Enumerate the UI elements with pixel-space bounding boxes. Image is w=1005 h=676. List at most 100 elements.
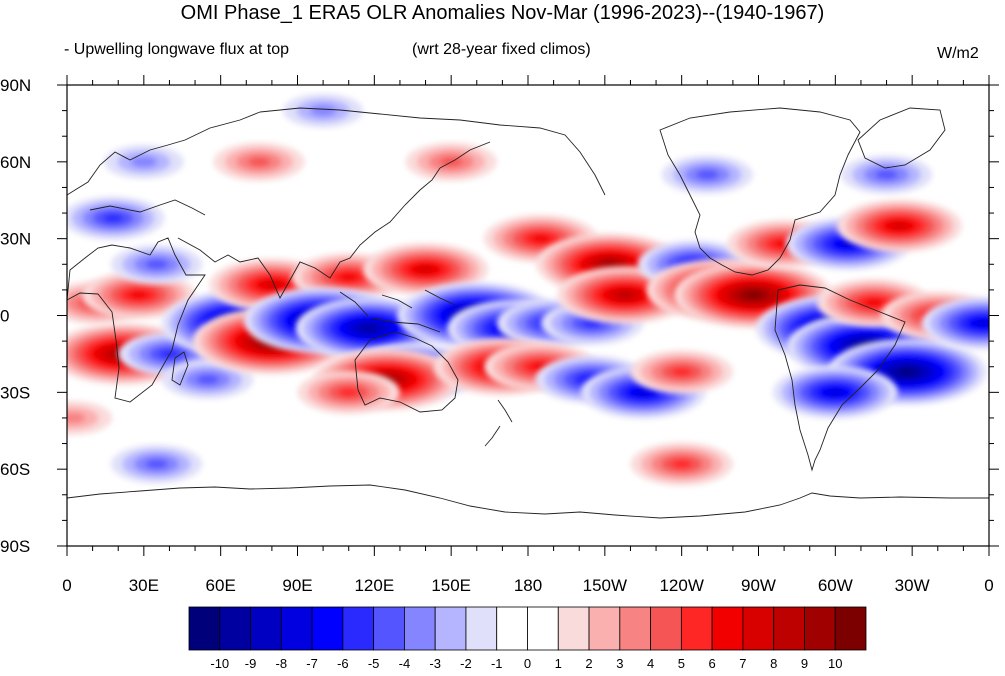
anomaly-contour-level xyxy=(531,234,551,243)
colorbar-label: 6 xyxy=(709,656,716,671)
coastline-asia-north xyxy=(259,107,606,196)
colorbar-label: -1 xyxy=(491,656,503,671)
colorbar-swatch xyxy=(250,606,282,651)
colorbar-swatch xyxy=(834,606,867,651)
colorbar-swatch xyxy=(219,606,251,651)
colorbar-swatch xyxy=(742,606,775,651)
colorbar-swatch xyxy=(588,606,621,651)
colorbar-swatch xyxy=(280,606,313,651)
anomaly-feature xyxy=(630,350,733,394)
coastline-australia xyxy=(354,331,459,413)
anomaly-feature xyxy=(111,244,203,284)
climatology-note: (wrt 28-year fixed climos) xyxy=(412,41,591,58)
axis-ticks xyxy=(57,75,999,556)
colorbar-swatch xyxy=(527,606,559,651)
coastline-europe xyxy=(67,111,261,216)
lon-tick-label: 60E xyxy=(206,576,236,595)
units-label: W/m2 xyxy=(937,45,979,62)
anomaly-contour-level xyxy=(864,298,884,307)
colorbar-swatch xyxy=(711,606,744,651)
lon-tick-label: 150W xyxy=(583,576,627,595)
anomaly-feature xyxy=(213,142,305,182)
anomaly-contour-level xyxy=(361,324,378,332)
anomaly-contour-level xyxy=(745,291,762,299)
lon-tick-label: 0 xyxy=(62,576,71,595)
colorbar-swatch xyxy=(496,606,528,651)
lon-tick-label: 30W xyxy=(895,576,930,595)
colorbar-swatch xyxy=(465,606,498,651)
colorbar-swatch xyxy=(404,606,436,651)
lon-tick-label: 90W xyxy=(741,576,776,595)
anomaly-feature xyxy=(363,243,489,296)
colorbar-swatch xyxy=(680,606,713,651)
lon-tick-label: 30E xyxy=(129,576,159,595)
colorbar-label: -8 xyxy=(276,656,288,671)
colorbar-label: -4 xyxy=(399,656,411,671)
colorbar-label: 3 xyxy=(616,656,623,671)
colorbar-swatch xyxy=(188,606,221,651)
anomaly-feature xyxy=(111,444,203,484)
lat-tick-label: 90S xyxy=(0,537,30,556)
anomaly-feature xyxy=(921,296,989,350)
anomaly-contour-level xyxy=(974,319,989,327)
coastlines xyxy=(67,107,989,519)
anomaly-contour-level xyxy=(875,169,898,180)
anomaly-feature xyxy=(557,266,694,324)
anomaly-contour-level xyxy=(145,459,169,469)
colorbar-label: 2 xyxy=(585,656,592,671)
colorbar-label: -3 xyxy=(429,656,441,671)
anomaly-contour-level xyxy=(634,388,653,397)
anomaly-feature xyxy=(67,196,165,240)
anomaly-contour-level xyxy=(145,259,169,270)
lon-tick-label: 150E xyxy=(431,576,471,595)
lat-tick-label: 90N xyxy=(0,76,31,95)
anomaly-contour-level xyxy=(826,388,845,397)
anomaly-contour-level xyxy=(601,260,619,268)
coastline-newzealand xyxy=(484,399,513,447)
anomaly-contour-level xyxy=(262,280,281,289)
anomaly-feature xyxy=(81,270,196,320)
colorbar-swatch xyxy=(311,606,344,651)
coastline-africa xyxy=(67,237,206,403)
lat-tick-label: 60S xyxy=(0,460,30,479)
anomaly-contour-level xyxy=(890,222,909,230)
lon-tick-label: 60W xyxy=(818,576,853,595)
colorbar-swatch xyxy=(434,606,467,651)
variable-description: - Upwelling longwave flux at top xyxy=(64,41,290,58)
anomaly-contour-level xyxy=(416,265,435,274)
colorbar-label: -6 xyxy=(337,656,349,671)
colorbar-swatch xyxy=(619,606,651,651)
anomaly-feature xyxy=(772,365,898,419)
colorbar-label: -10 xyxy=(210,656,229,671)
coastline-south-america xyxy=(774,284,906,472)
colorbar-swatch xyxy=(650,606,682,651)
figure-title: OMI Phase_1 ERA5 OLR Anomalies Nov-Mar (… xyxy=(180,2,825,24)
colorbar-label: -5 xyxy=(368,656,380,671)
coastline-arabia-india xyxy=(177,167,441,300)
axis-tick-labels: 90N 60N 30N 0 30S 60S 90S 0 30E 60E 90E 120E 150E 180… xyxy=(0,76,994,595)
anomaly-feature xyxy=(836,199,962,253)
anomaly-contour-level xyxy=(129,290,149,300)
colorbar-label: 9 xyxy=(801,656,808,671)
anomaly-feature xyxy=(67,400,113,436)
anomaly-contour-level xyxy=(671,459,692,469)
colorbar-label: 5 xyxy=(678,656,685,671)
anomaly-contour-level xyxy=(309,104,337,117)
coastline-antarctica xyxy=(67,484,989,519)
anomaly-contour-level xyxy=(695,169,719,180)
lat-tick-label: 0 xyxy=(0,307,9,326)
lon-tick-label: 120E xyxy=(354,576,394,595)
lon-tick-label: 0 xyxy=(984,576,993,595)
anomaly-feature xyxy=(297,370,400,415)
anomaly-feature xyxy=(840,155,933,195)
lat-tick-label: 30N xyxy=(0,230,31,249)
coastline-maritime xyxy=(339,289,456,333)
coastline-north-america xyxy=(659,107,861,276)
anomaly-feature xyxy=(103,144,184,179)
anomaly-contour-level xyxy=(338,387,359,397)
coastline-greenland xyxy=(857,107,946,169)
anomaly-contour-level xyxy=(616,291,634,299)
colorbar-label: 4 xyxy=(647,656,654,671)
anomaly-feature xyxy=(283,93,364,128)
